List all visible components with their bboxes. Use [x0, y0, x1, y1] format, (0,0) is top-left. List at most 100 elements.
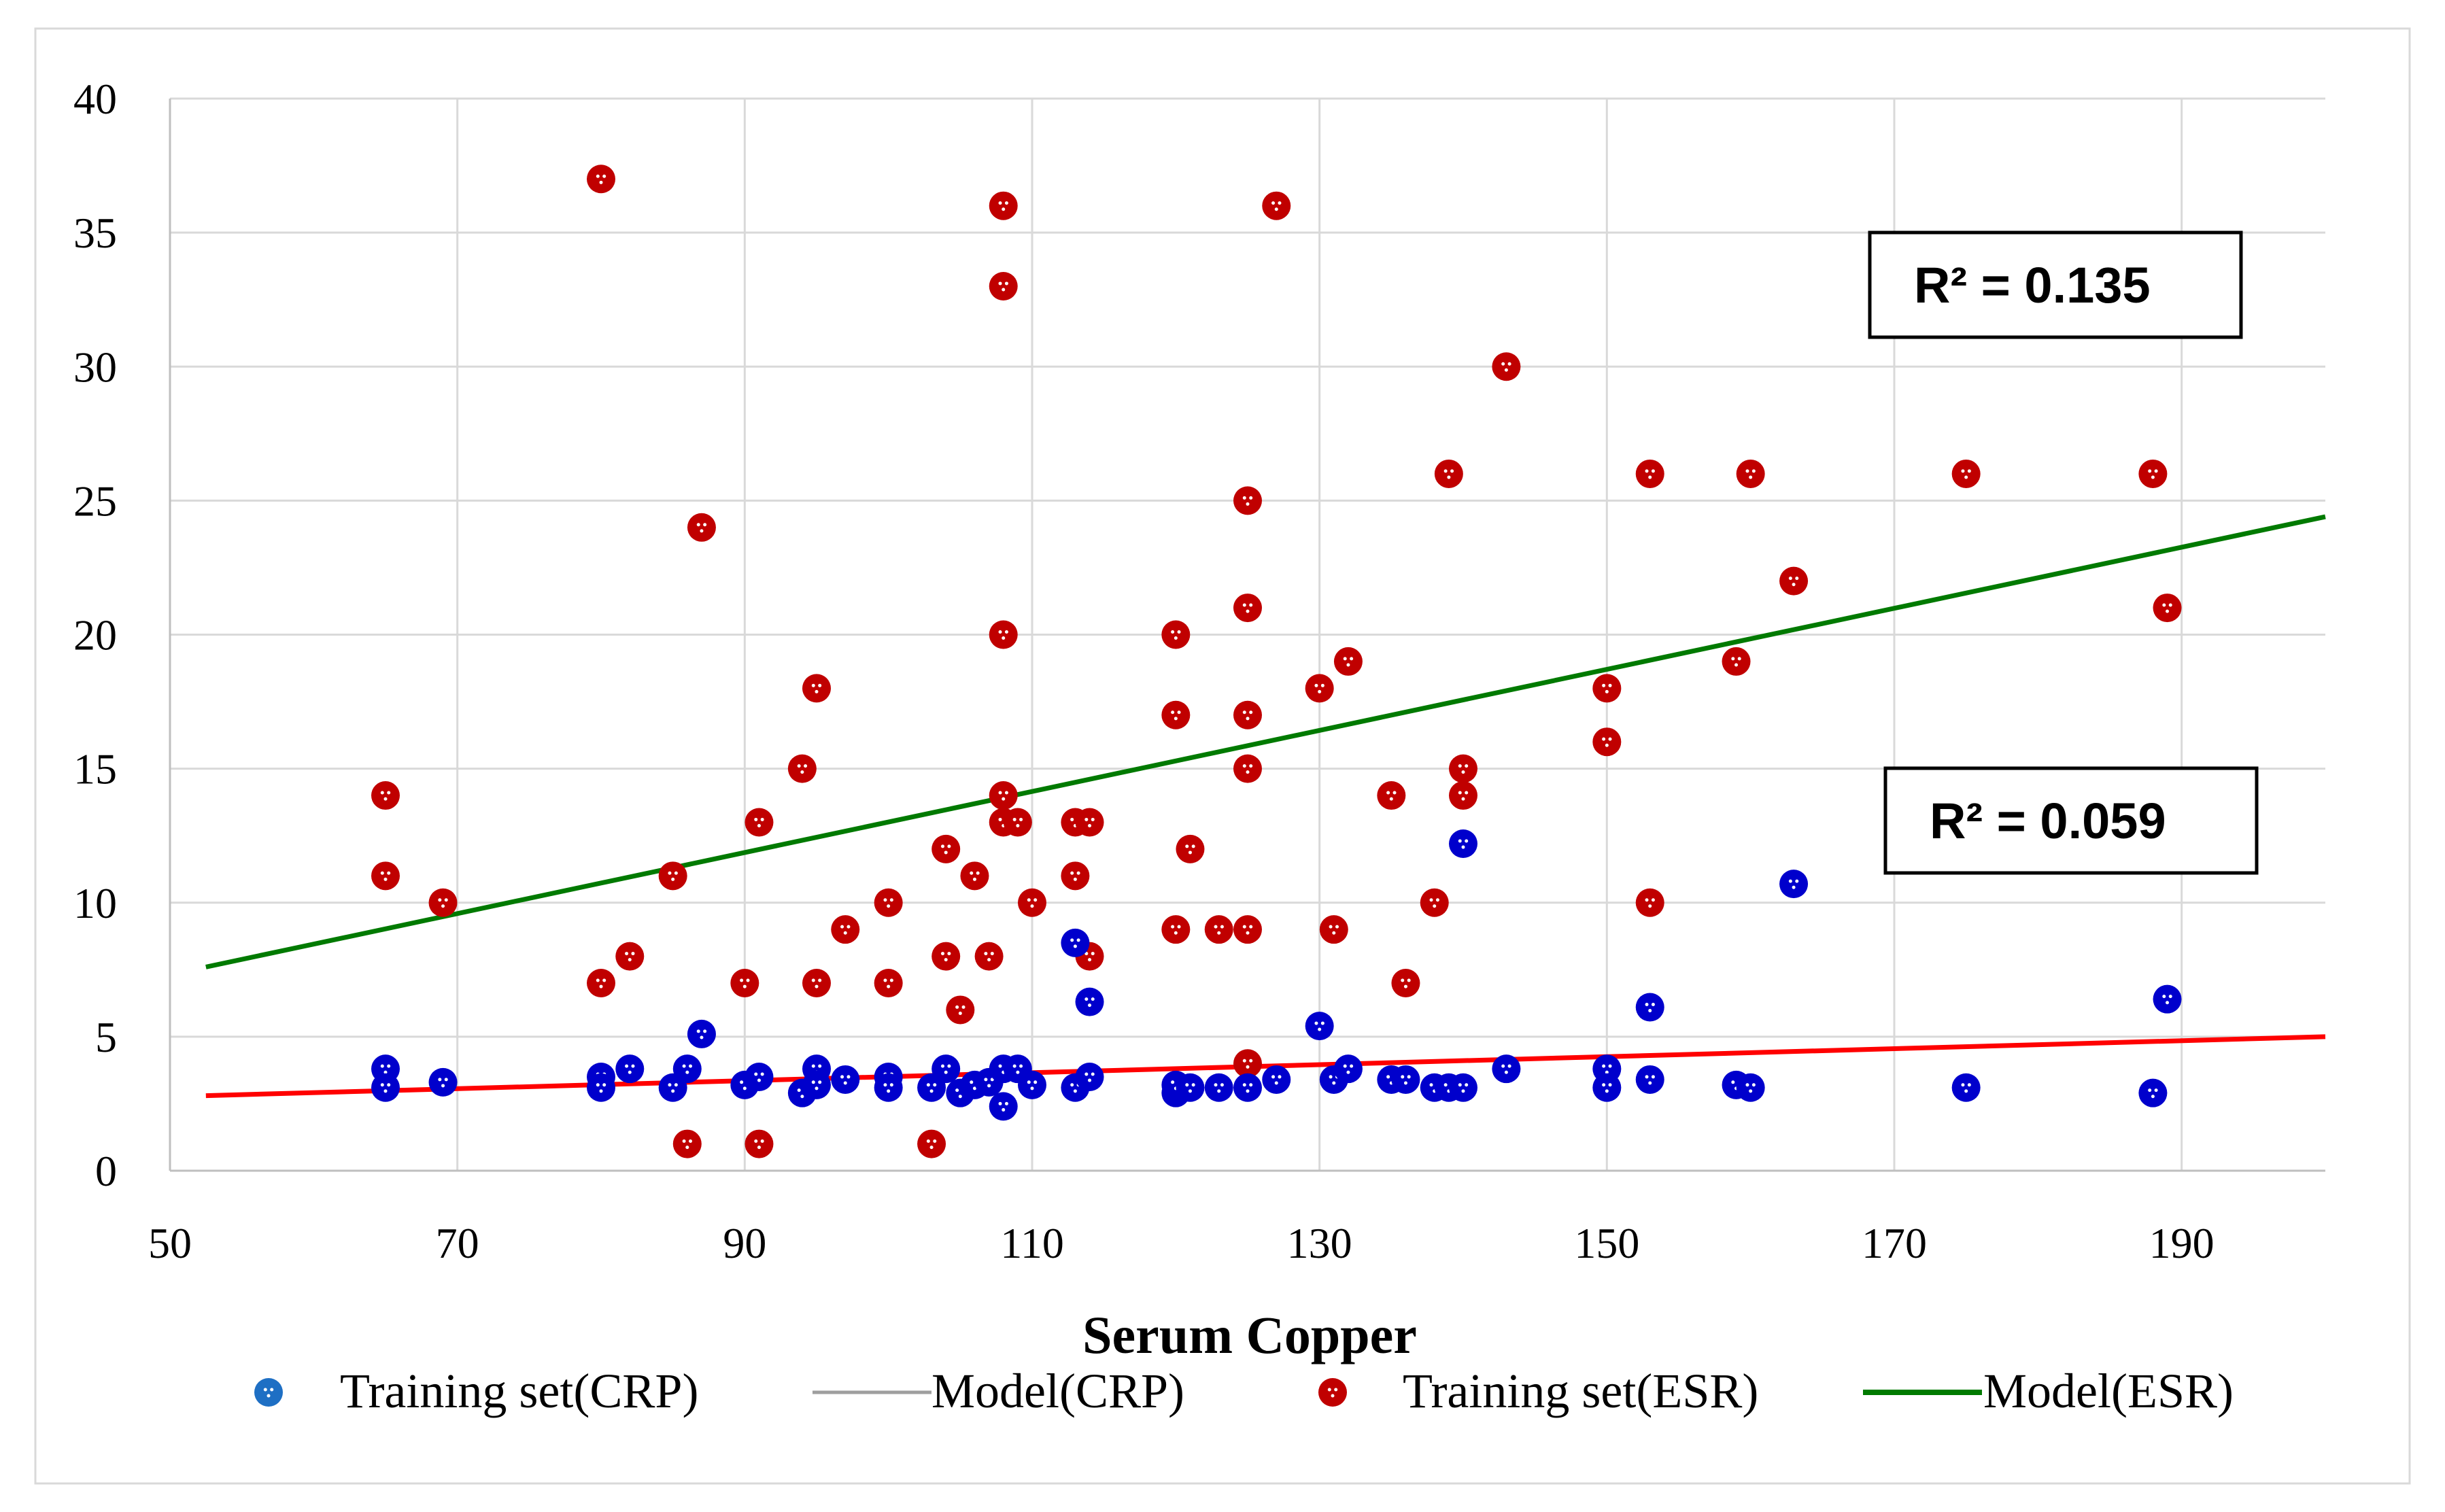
marker-dot [1185, 844, 1189, 848]
marker-disc [1161, 700, 1191, 729]
esr-data-point [989, 271, 1018, 300]
esr-data-point [1449, 754, 1477, 783]
marker-dot [740, 978, 744, 982]
marker-disc [1204, 915, 1233, 944]
marker-dot [998, 201, 1002, 205]
marker-dot [685, 1070, 689, 1074]
marker-dot [1318, 689, 1322, 693]
esr-data-point [1333, 647, 1363, 676]
marker-dot [380, 791, 384, 795]
marker-disc [917, 1129, 946, 1158]
marker-dot [1091, 997, 1095, 1001]
esr-data-point [960, 861, 989, 891]
marker-dot [1458, 791, 1462, 795]
marker-dot [1745, 1083, 1749, 1087]
marker-dot [2162, 995, 2166, 999]
marker-disc [1075, 1063, 1104, 1092]
marker-dot [760, 1072, 764, 1076]
marker-dot [1012, 1064, 1016, 1068]
marker-disc [831, 915, 860, 944]
esr-data-point [1779, 566, 1809, 596]
marker-dot [1350, 1064, 1354, 1068]
marker-dot [944, 850, 948, 855]
legend-label: Training set(ESR) [1403, 1364, 1758, 1418]
marker-dot [757, 1146, 761, 1150]
marker-dot [1751, 1083, 1756, 1087]
marker-dot [1073, 877, 1077, 881]
marker-disc [946, 995, 975, 1025]
crp-data-point [1262, 1065, 1291, 1094]
esr-data-point [1262, 191, 1291, 220]
marker-disc [745, 808, 774, 837]
marker-dot [596, 978, 600, 982]
marker-disc [2138, 1078, 2168, 1107]
marker-dot [947, 1064, 951, 1068]
marker-dot [883, 898, 887, 902]
esr-data-point [587, 165, 615, 194]
chart-frame [34, 27, 2411, 1485]
marker-disc [428, 888, 458, 917]
marker-dot [1242, 603, 1246, 607]
marker-disc [1951, 459, 1981, 488]
marker-dot [889, 1083, 893, 1087]
marker-disc [1075, 987, 1104, 1016]
marker-disc [2153, 984, 2182, 1014]
marker-dot [1002, 797, 1006, 801]
esr-data-point [1233, 1049, 1262, 1078]
marker-dot [682, 1139, 686, 1144]
marker-dot [438, 1078, 442, 1082]
esr-data-point [2138, 459, 2168, 488]
marker-dot [625, 1064, 629, 1068]
marker-dot [1401, 978, 1405, 982]
marker-dot [1403, 1081, 1407, 1085]
esr-data-point [1391, 969, 1420, 998]
esr-data-point [1449, 781, 1477, 810]
marker-dot [1016, 824, 1020, 828]
marker-dot [1088, 1003, 1092, 1008]
esr-data-point [1161, 700, 1191, 729]
marker-dot [682, 1064, 686, 1068]
marker-dot [1084, 1072, 1089, 1076]
marker-disc [1075, 808, 1104, 837]
esr-data-point [1161, 915, 1191, 944]
marker-dot [1171, 1080, 1175, 1084]
y-tick-label: 30 [73, 343, 117, 391]
marker-dot [1443, 469, 1448, 473]
marker-dot [438, 898, 442, 902]
marker-dot [976, 871, 980, 875]
crp-data-point [1204, 1073, 1233, 1102]
marker-dot [1070, 871, 1074, 875]
esr-data-point [1233, 915, 1262, 944]
marker-dot [1386, 791, 1390, 795]
marker-dot [1386, 1075, 1390, 1079]
marker-dot [1788, 879, 1792, 883]
esr-data-point [802, 969, 831, 998]
marker-dot [797, 1088, 801, 1093]
marker-dot [1964, 475, 1968, 479]
marker-dot [1332, 931, 1336, 935]
marker-disc [254, 1378, 283, 1407]
marker-disc [1061, 928, 1090, 957]
esr-data-point [1635, 888, 1664, 917]
marker-dot [689, 1064, 693, 1068]
marker-dot [1648, 904, 1652, 908]
marker-disc [1635, 1065, 1664, 1094]
legend-label: Model(CRP) [931, 1364, 1184, 1418]
marker-dot [387, 791, 391, 795]
marker-dot [1012, 817, 1016, 821]
marker-dot [754, 817, 758, 821]
marker-dot [742, 984, 747, 989]
marker-dot [628, 1070, 632, 1074]
marker-dot [818, 978, 822, 982]
marker-dot [811, 978, 815, 982]
marker-dot [1458, 764, 1462, 768]
marker-dot [441, 1084, 445, 1088]
crp-data-point [1635, 993, 1664, 1022]
marker-dot [1792, 583, 1796, 587]
marker-dot [1274, 1081, 1278, 1085]
marker-dot [270, 1388, 274, 1392]
marker-dot [444, 898, 448, 902]
marker-dot [926, 1139, 930, 1144]
marker-disc [1305, 1012, 1334, 1041]
